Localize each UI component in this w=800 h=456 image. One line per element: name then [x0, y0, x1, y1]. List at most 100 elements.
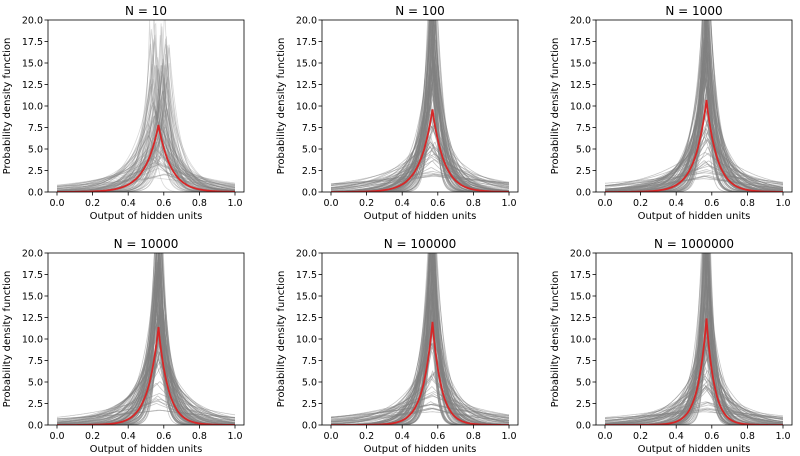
unit-density-line — [56, 143, 236, 192]
x-tick-label: 0.4 — [669, 198, 684, 209]
unit-density-line — [330, 153, 510, 188]
y-tick-label: 15.0 — [570, 58, 591, 69]
subplot-4: 0.0 0.2 0.4 0.6 0.8 1.0 0.0 2.5 5.0 7.5 10.0 12.5 15… — [2, 237, 245, 455]
y-axis-label: Probability density function — [550, 271, 561, 408]
x-tick-label: 1.0 — [227, 198, 242, 209]
y-tick-label: 7.5 — [28, 356, 43, 367]
unit-density-line — [56, 156, 236, 190]
unit-density-line — [56, 100, 236, 192]
unit-density-line — [605, 169, 784, 187]
unit-density-line — [330, 319, 510, 425]
x-tick-label: 0.4 — [669, 431, 684, 442]
y-axis-label: Probability density function — [276, 38, 287, 175]
unit-density-line — [56, 143, 236, 189]
unit-density-line — [605, 109, 784, 191]
y-tick-label: 15.0 — [296, 291, 317, 302]
x-tick-label: 0.0 — [323, 431, 338, 442]
unit-density-line — [57, 115, 235, 192]
unit-density-line — [57, 266, 235, 425]
unit-density-line — [331, 20, 509, 192]
unit-density-line — [605, 253, 783, 425]
x-tick-label: 0.2 — [85, 431, 100, 442]
unit-density-line — [56, 398, 236, 421]
unit-density-line — [331, 253, 509, 425]
unit-density-line — [331, 49, 509, 192]
unit-density-line — [57, 253, 235, 425]
unit-density-line — [605, 161, 783, 192]
y-tick-label: 17.5 — [22, 37, 43, 48]
unit-density-line — [605, 253, 783, 425]
plot-area — [56, 20, 236, 192]
unit-density-line — [605, 401, 784, 422]
y-tick-label: 12.5 — [296, 80, 317, 91]
unit-density-line — [331, 342, 510, 425]
unit-density-line — [331, 20, 509, 192]
y-tick-label: 5.0 — [28, 144, 43, 155]
unit-density-line — [57, 167, 236, 190]
unit-density-line — [57, 259, 236, 425]
unit-density-line — [330, 407, 510, 422]
unit-density-line — [330, 394, 510, 420]
y-tick-label: 2.5 — [302, 399, 317, 410]
x-tick-label: 0.8 — [466, 198, 481, 209]
unit-density-line — [604, 408, 784, 419]
unit-density-line — [330, 172, 510, 185]
unit-density-line — [331, 20, 509, 192]
unit-density-line — [57, 363, 236, 425]
x-tick-label: 0.6 — [430, 431, 445, 442]
unit-density-line — [605, 175, 783, 190]
y-tick-label: 2.5 — [302, 166, 317, 177]
unit-density-line — [604, 354, 784, 425]
unit-density-line — [57, 40, 235, 192]
unit-density-line — [331, 407, 510, 423]
unit-density-line — [605, 302, 783, 425]
unit-density-line — [331, 401, 510, 424]
unit-density-line — [57, 45, 235, 192]
y-tick-label: 7.5 — [576, 356, 591, 367]
unit-density-line — [331, 373, 510, 424]
unit-density-line — [330, 338, 510, 425]
unit-density-line — [605, 54, 783, 192]
unit-density-line — [57, 108, 235, 192]
y-tick-label: 20.0 — [296, 248, 317, 259]
unit-density-line — [57, 253, 235, 425]
unit-density-line — [604, 376, 784, 422]
unit-density-line — [605, 408, 784, 421]
unit-density-line — [331, 403, 509, 418]
unit-density-line — [331, 117, 509, 192]
x-tick-label: 0.2 — [359, 431, 374, 442]
unit-density-line — [57, 253, 235, 425]
unit-density-line — [604, 339, 784, 425]
unit-density-line — [331, 82, 510, 192]
y-tick-label: 12.5 — [570, 80, 591, 91]
unit-density-line — [330, 407, 510, 421]
unit-density-line — [604, 404, 783, 421]
x-tick-label: 1.0 — [775, 431, 790, 442]
y-tick-label: 7.5 — [302, 123, 317, 134]
x-tick-label: 0.8 — [740, 431, 755, 442]
y-tick-label: 10.0 — [296, 101, 317, 112]
unit-density-line — [604, 356, 783, 425]
unit-density-line — [605, 20, 783, 192]
unit-density-line — [331, 253, 509, 425]
unit-density-line — [57, 253, 235, 425]
y-tick-label: 0.0 — [302, 420, 317, 431]
unit-density-line — [57, 268, 235, 425]
unit-density-line — [56, 343, 236, 424]
y-tick-label: 0.0 — [28, 187, 43, 198]
unit-density-line — [56, 324, 236, 425]
unit-density-line — [56, 362, 236, 422]
unit-density-line — [605, 268, 783, 425]
unit-density-line — [331, 253, 509, 425]
unit-density-line — [605, 82, 784, 192]
unit-density-line — [330, 284, 509, 425]
y-tick-label: 15.0 — [570, 291, 591, 302]
x-tick-label: 1.0 — [775, 198, 790, 209]
unit-density-line — [56, 86, 235, 192]
unit-density-line — [56, 124, 236, 191]
x-tick-label: 0.6 — [156, 431, 171, 442]
unit-density-line — [605, 409, 784, 423]
x-tick-label: 0.8 — [192, 198, 207, 209]
unit-density-line — [605, 39, 783, 192]
unit-density-line — [331, 253, 509, 425]
